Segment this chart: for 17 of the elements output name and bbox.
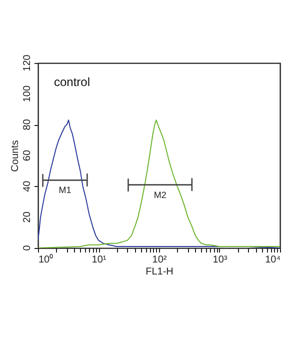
annotation: control [54, 75, 90, 89]
x-tick-label: 10² [152, 254, 168, 266]
y-tick-label: 120 [22, 54, 33, 72]
y-axis-title: Counts [10, 140, 21, 172]
x-axis-title: FL1-H [146, 266, 174, 278]
y-tick-label: 80 [22, 118, 33, 130]
y-tick-label: 20 [22, 211, 33, 223]
y-tick-label: 0 [22, 244, 33, 251]
x-tick-label: 10¹ [92, 254, 107, 266]
y-tick-label: 60 [22, 150, 33, 162]
y-tick-label: 40 [22, 180, 33, 192]
x-tick-label: 10⁰ [38, 254, 54, 266]
series-label: M1 [58, 185, 72, 196]
x-tick-label: 10⁴ [265, 254, 280, 266]
x-tick-label: 10³ [212, 254, 228, 266]
series-label: M2 [154, 190, 166, 200]
y-tick-label: 100 [22, 85, 33, 102]
